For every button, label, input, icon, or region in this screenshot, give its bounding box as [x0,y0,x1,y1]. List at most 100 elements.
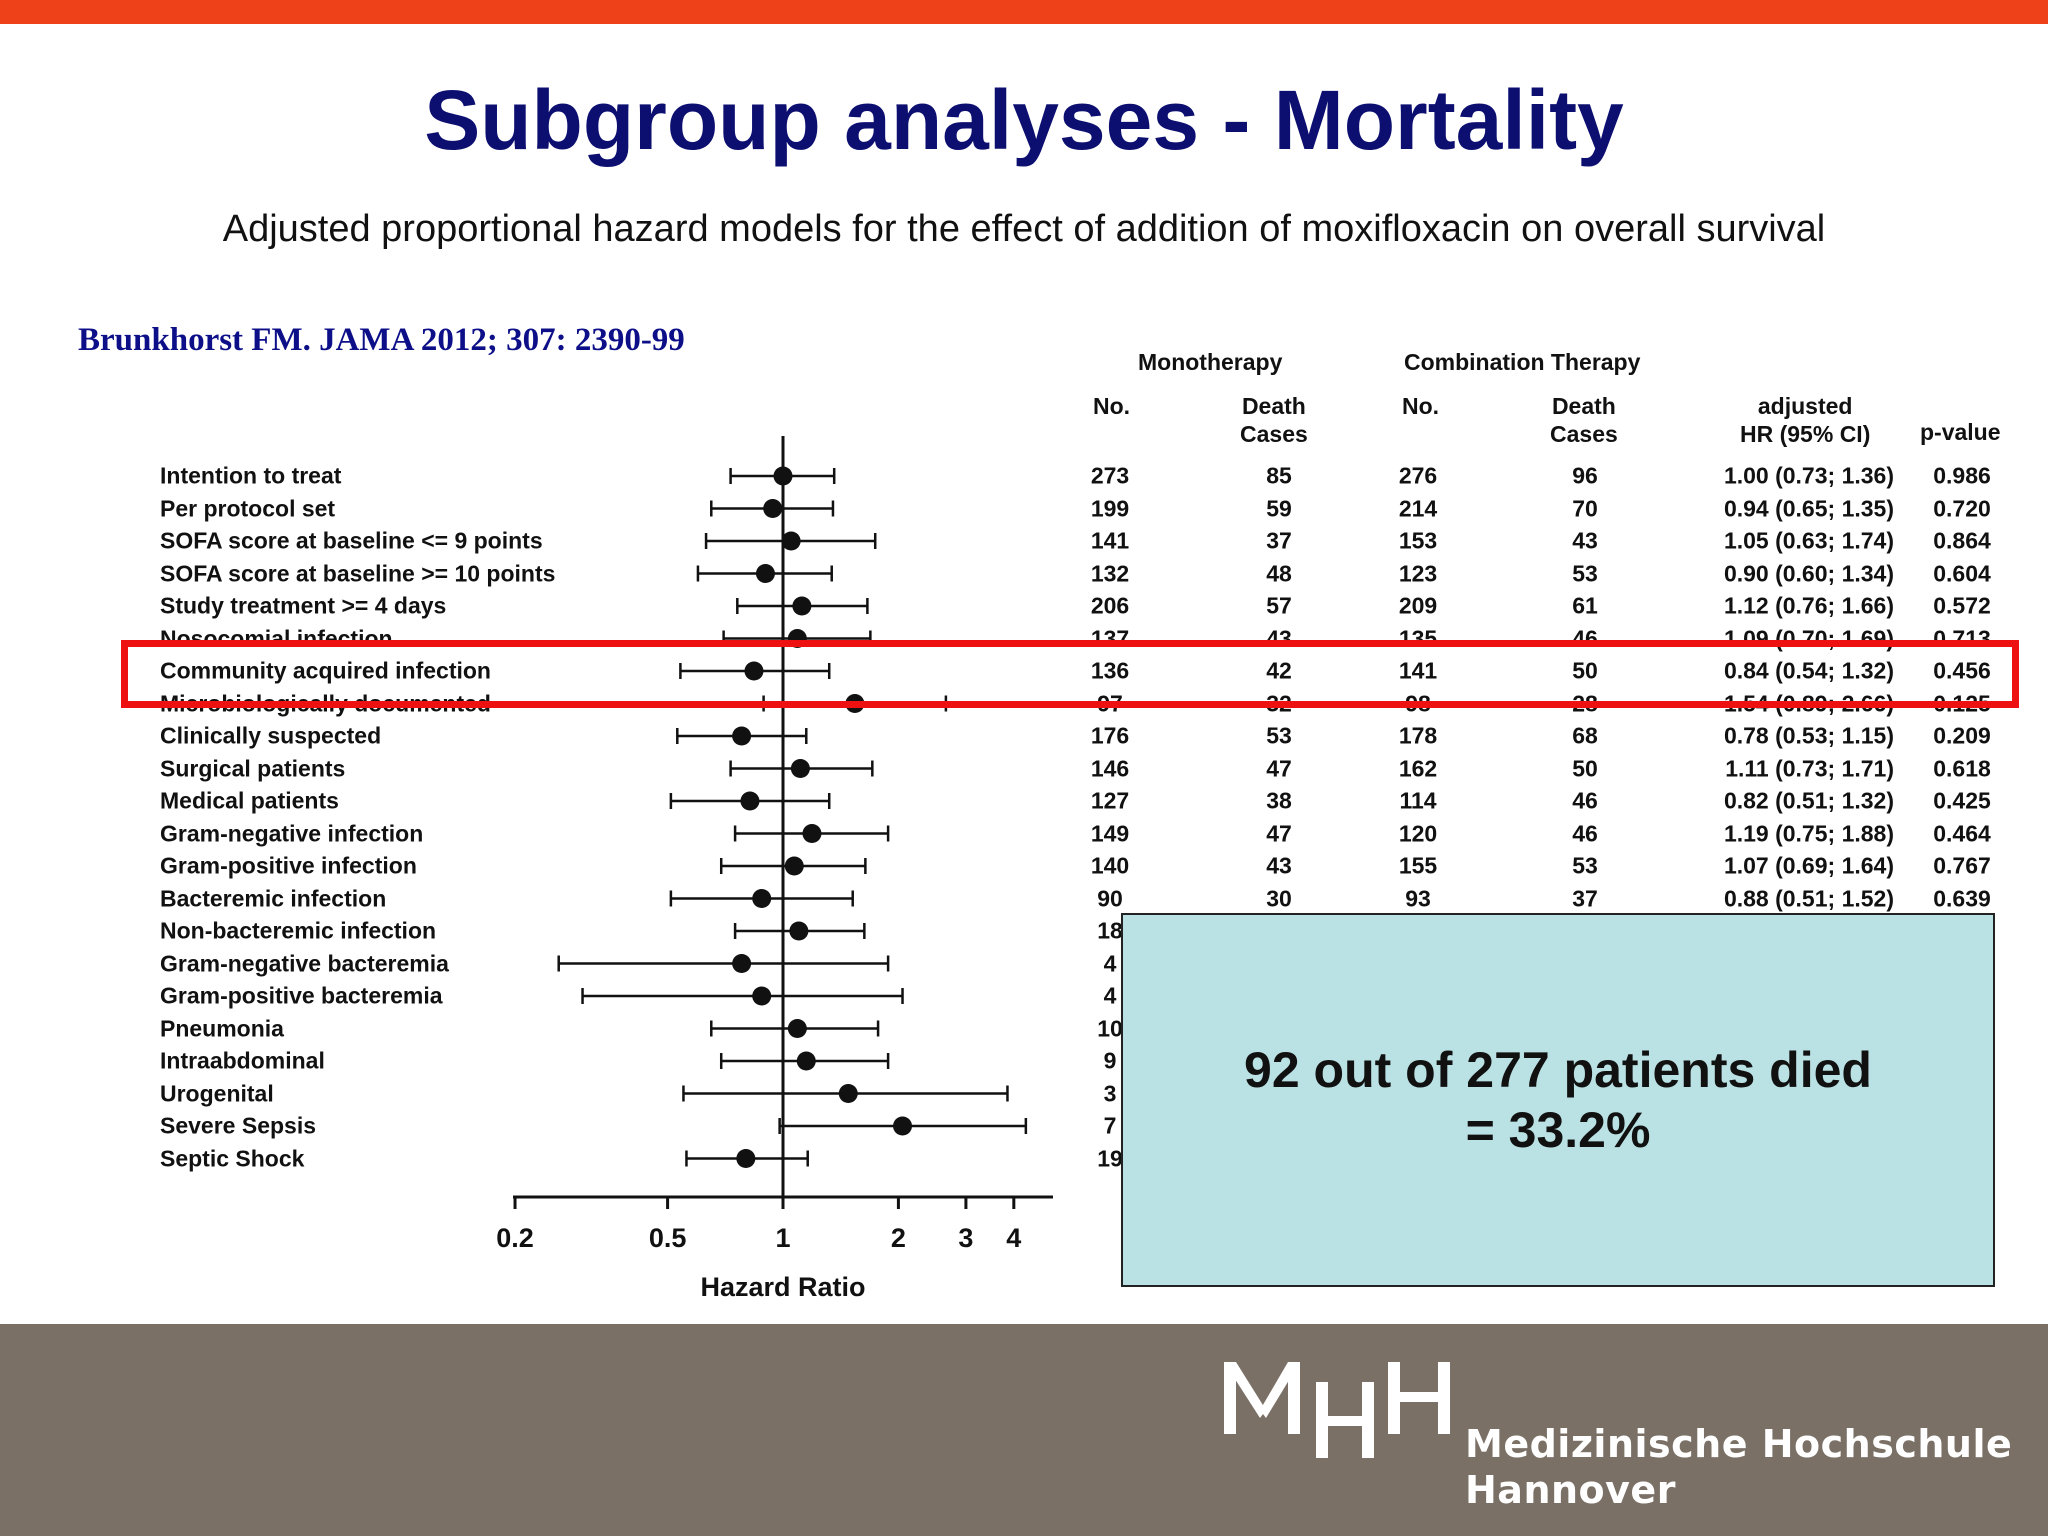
cell-mono-no: 132 [1090,560,1130,586]
cell-combo-death: 37 [1572,885,1598,911]
header-mono-death-line2: Cases [1240,421,1308,447]
hr-point [744,661,764,681]
cell-mono-death: 57 [1266,592,1292,619]
subgroup-label: SOFA score at baseline >= 10 points [160,560,556,586]
cell-mono-no: 136 [1090,657,1130,684]
subgroup-label: Bacteremic infection [160,885,387,911]
hr-point [740,791,760,811]
cell-mono-no: 206 [1090,592,1130,619]
cell-combo-no: 153 [1398,527,1438,554]
hr-point [893,1116,913,1136]
subgroup-label: Non-bacteremic infection [160,917,437,944]
header-mono-no: No. [1093,393,1131,419]
cell-mono-death: 30 [1266,885,1292,911]
cell-combo-death: 50 [1572,755,1598,781]
hr-point [802,824,822,843]
cell-mono-no: 149 [1090,820,1130,846]
subgroup-label: Pneumonia [160,1015,284,1041]
logo-name-line-1: Medizinische Hochschule [1465,1422,2013,1466]
cell-combo-no: 162 [1398,755,1438,781]
cell-mono-no: 9 [1103,1047,1117,1074]
cell-mono-no: 273 [1090,462,1130,489]
cell-mono-death: 59 [1266,495,1292,521]
subgroup-label: Study treatment >= 4 days [160,592,447,619]
header-combo-death-line2: Cases [1550,421,1618,447]
hr-point [790,759,810,778]
cell-mono-no: 4 [1103,950,1117,976]
cell-p-value: 0.618 [1933,755,1991,781]
cell-mono-death: 38 [1266,787,1292,814]
cell-adjusted-hr: 1.11 (0.73; 1.71) [1725,755,1894,781]
header-monotherapy: Monotherapy [1138,349,1283,375]
x-tick-label: 0.5 [649,1223,687,1253]
cell-mono-death: 47 [1266,755,1292,781]
mhh-logo-icon [1224,1362,1450,1458]
cell-combo-death: 68 [1572,722,1598,749]
cell-p-value: 0.456 [1933,657,1991,684]
cell-mono-no: 7 [1103,1112,1117,1139]
header-combination-therapy: Combination Therapy [1404,349,1641,375]
header-combo-death: Death Cases [1550,392,1618,448]
hr-point [781,531,801,551]
cell-combo-no: 93 [1405,885,1431,911]
cell-combo-death: 46 [1572,820,1598,846]
cell-p-value: 0.464 [1933,820,1991,846]
header-mono-death-line1: Death [1241,393,1306,419]
cell-mono-death: 47 [1266,820,1292,846]
top-accent-bar [0,0,2048,24]
cell-p-value: 0.425 [1933,787,1991,814]
cell-combo-death: 50 [1572,657,1598,684]
hr-point [792,596,812,616]
subgroup-label: Clinically suspected [160,722,382,749]
x-tick-label: 1 [775,1223,790,1253]
subgroup-label: Gram-positive bacteremia [160,982,443,1009]
footer-bar: Medizinische Hochschule Hannover [0,1324,2048,1536]
slide-title: Subgroup analyses - Mortality [424,73,1624,167]
cell-combo-no: 155 [1398,852,1438,879]
hr-point [784,856,804,876]
header-hr-line1: adjusted [1757,393,1853,419]
header-mono-death: Death Cases [1240,392,1308,448]
header-combo-death-line1: Death [1551,393,1616,419]
cell-combo-no: 141 [1398,657,1438,684]
subgroup-label: Medical patients [160,787,339,814]
header-hr-line2: HR (95% CI) [1740,421,1871,447]
cell-combo-death: 43 [1572,527,1598,554]
subgroup-label: Septic Shock [160,1145,305,1171]
hr-point [838,1084,858,1103]
cell-mono-no: 19 [1097,1145,1123,1171]
hr-point [796,1051,816,1071]
hr-point [763,499,783,518]
subgroup-label: Gram-negative bacteremia [160,950,449,976]
subgroup-label: SOFA score at baseline <= 9 points [160,527,543,554]
callout-box: 92 out of 277 patients died = 33.2% [1121,913,1995,1287]
hr-point [752,986,772,1006]
citation: Brunkhorst FM. JAMA 2012; 307: 2390-99 [78,322,685,358]
cell-combo-no: 276 [1398,462,1438,489]
cell-combo-death: 70 [1572,495,1598,521]
cell-combo-no: 178 [1398,722,1438,749]
cell-mono-no: 146 [1090,755,1130,781]
cell-mono-death: 53 [1266,722,1292,749]
hr-point [789,921,809,941]
callout-line-1: 92 out of 277 patients died [1244,1042,1872,1098]
cell-mono-death: 37 [1266,527,1292,554]
slide-subtitle: Adjusted proportional hazard models for … [222,208,1826,250]
forest-plot: 0.2 0.5 1 2 3 4 Hazard Ratio [496,436,1053,1302]
cell-combo-death: 53 [1572,560,1598,586]
subgroup-label: Intention to treat [160,462,342,489]
hr-point [732,954,752,973]
callout-line-2: = 33.2% [1465,1102,1651,1158]
cell-mono-no: 141 [1090,527,1130,554]
cell-p-value: 0.986 [1933,462,1991,489]
hr-point [752,889,772,908]
cell-combo-death: 53 [1572,852,1598,879]
cell-combo-death: 46 [1572,787,1598,814]
x-axis-label: Hazard Ratio [700,1272,865,1302]
cell-mono-no: 3 [1103,1080,1117,1106]
cell-mono-death: 42 [1266,657,1292,684]
cell-mono-no: 127 [1090,787,1130,814]
header-combo-no: No. [1402,393,1440,419]
x-tick-label: 4 [1006,1223,1021,1253]
cell-adjusted-hr: 1.12 (0.76; 1.66) [1723,592,1894,619]
